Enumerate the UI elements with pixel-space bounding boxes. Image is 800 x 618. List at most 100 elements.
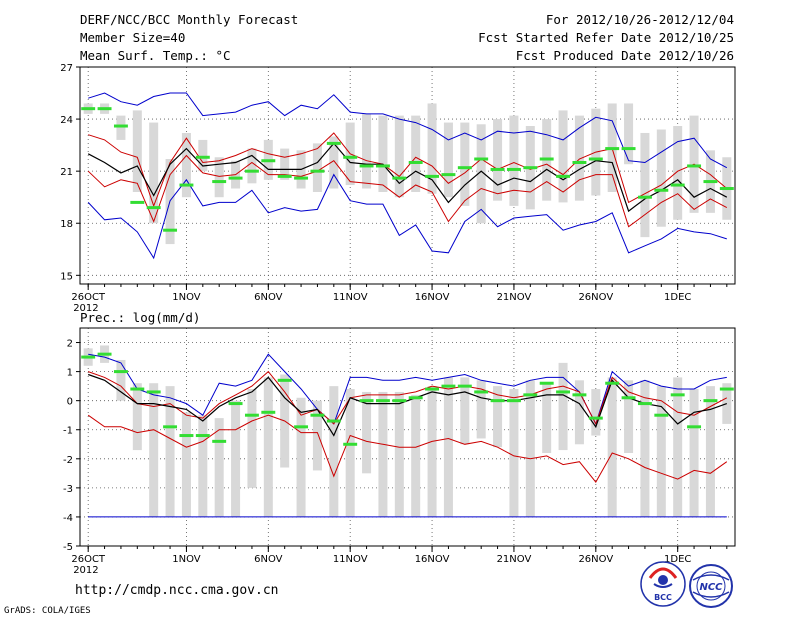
median-marker xyxy=(228,402,243,406)
median-marker xyxy=(703,399,718,403)
spread-box xyxy=(345,389,355,517)
median-marker xyxy=(556,390,571,394)
y-tick-label: -2 xyxy=(63,455,73,466)
spread-box xyxy=(591,389,601,436)
spread-box xyxy=(214,157,224,198)
spread-box xyxy=(263,377,273,517)
variable-label: Mean Surf. Temp.: °C xyxy=(80,48,231,63)
y-tick-label: 1 xyxy=(67,368,73,379)
median-marker xyxy=(605,147,620,151)
x-tick-sublabel: 2012 xyxy=(73,565,98,576)
median-marker xyxy=(244,169,259,173)
x-tick-label: 1DEC xyxy=(664,554,691,565)
median-marker xyxy=(146,390,161,394)
median-marker xyxy=(588,157,603,161)
spread-high-line xyxy=(88,132,728,208)
spread-box xyxy=(411,115,421,192)
median-marker xyxy=(457,384,472,388)
median-marker xyxy=(81,355,96,359)
median-marker xyxy=(261,159,276,163)
x-tick-label: 26NOV xyxy=(578,554,613,565)
median-marker xyxy=(326,141,341,145)
median-marker xyxy=(637,402,652,406)
spread-box xyxy=(362,391,372,474)
spread-box xyxy=(312,143,322,192)
plot-frame xyxy=(79,66,736,285)
forecast-period: For 2012/10/26-2012/12/04 xyxy=(545,12,734,27)
y-tick-label: 0 xyxy=(67,397,73,408)
spread-box xyxy=(476,380,486,439)
median-marker xyxy=(179,183,194,187)
source-url[interactable]: http://cmdp.ncc.cma.gov.cn xyxy=(75,583,279,598)
median-marker xyxy=(228,176,243,180)
spread-box xyxy=(181,412,191,517)
spread-box xyxy=(181,132,191,198)
spread-box xyxy=(460,122,470,206)
median-marker xyxy=(277,378,292,382)
spread-box xyxy=(149,122,159,224)
median-marker xyxy=(343,155,358,159)
spread-low-line xyxy=(87,414,728,483)
y-tick-label: 18 xyxy=(60,219,73,230)
bcc-logo: BCC xyxy=(640,561,686,607)
y-tick-label: 24 xyxy=(60,115,73,126)
spread-box xyxy=(116,115,126,140)
median-marker xyxy=(670,183,685,187)
median-marker xyxy=(130,387,145,391)
spread-low-line xyxy=(87,154,728,228)
median-marker xyxy=(441,173,456,177)
forecast-produced-date: Fcst Produced Date 2012/10/26 xyxy=(515,48,734,63)
median-marker xyxy=(359,164,374,168)
spread-box xyxy=(378,391,388,517)
spread-box xyxy=(280,148,290,180)
spread-box xyxy=(493,119,503,201)
median-marker xyxy=(163,228,178,232)
x-tick-label: 1DEC xyxy=(664,292,691,303)
median-marker xyxy=(687,164,702,168)
median-marker xyxy=(621,396,636,400)
spread-box xyxy=(673,377,683,517)
median-marker xyxy=(654,413,669,417)
median-marker xyxy=(408,160,423,164)
median-marker xyxy=(130,200,145,204)
median-marker xyxy=(392,176,407,180)
spread-box xyxy=(624,103,634,165)
median-marker xyxy=(605,381,620,385)
x-tick-label: 21NOV xyxy=(497,292,532,303)
median-marker xyxy=(654,188,669,192)
envelope-high-line xyxy=(88,92,728,169)
y-tick-label: 21 xyxy=(60,167,73,178)
x-tick-label: 26NOV xyxy=(578,292,613,303)
spread-box xyxy=(231,400,241,517)
median-marker xyxy=(474,157,489,161)
spread-box xyxy=(509,389,519,517)
median-marker xyxy=(457,166,472,170)
spread-box xyxy=(705,386,715,517)
x-tick-label: 11NOV xyxy=(333,292,368,303)
spread-box xyxy=(640,380,650,517)
median-marker xyxy=(539,157,554,161)
median-marker xyxy=(621,147,636,151)
spread-box xyxy=(329,136,339,189)
median-marker xyxy=(490,167,505,171)
x-tick-label: 11NOV xyxy=(333,554,368,565)
spread-box xyxy=(312,400,322,471)
spread-box xyxy=(329,386,339,517)
median-marker xyxy=(474,390,489,394)
median-marker xyxy=(719,187,734,191)
median-marker xyxy=(212,180,227,184)
median-marker xyxy=(375,399,390,403)
median-marker xyxy=(163,425,178,429)
forecast-started-date: Fcst Started Refer Date 2012/10/25 xyxy=(478,30,734,45)
spread-box xyxy=(624,380,634,453)
median-marker xyxy=(523,166,538,170)
median-marker xyxy=(195,434,210,438)
ncc-logo: NCC xyxy=(689,564,733,608)
median-marker xyxy=(326,419,341,423)
median-marker xyxy=(212,439,227,443)
median-marker xyxy=(113,124,128,128)
y-tick-label: -3 xyxy=(63,484,73,495)
